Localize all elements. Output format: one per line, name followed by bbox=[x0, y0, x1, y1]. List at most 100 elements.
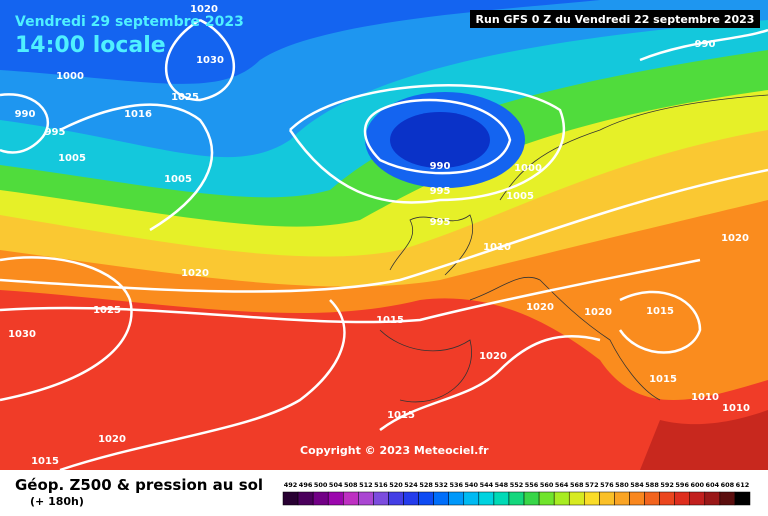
isobar bbox=[0, 258, 701, 324]
colorbar-cell bbox=[644, 491, 660, 506]
colorbar-label: 600 bbox=[690, 481, 704, 489]
colorbar: 492 496 500 504 508 512 516 520 524 528 532 536 540 5… bbox=[282, 481, 751, 506]
isobar-label: 1015 bbox=[649, 374, 677, 385]
colorbar-label: 516 bbox=[374, 481, 388, 489]
colorbar-label: 556 bbox=[525, 481, 539, 489]
colorbar-label: 528 bbox=[419, 481, 433, 489]
isobar-label: 1000 bbox=[56, 71, 84, 82]
isobar bbox=[288, 84, 566, 204]
colorbar-label: 572 bbox=[585, 481, 599, 489]
isobar-label: 1010 bbox=[483, 242, 511, 253]
colorbar-cell bbox=[297, 491, 314, 506]
colorbar-cell bbox=[448, 491, 465, 506]
isobar-label: 995 bbox=[45, 127, 66, 138]
run-info: Run GFS 0 Z du Vendredi 22 septembre 202… bbox=[476, 13, 755, 26]
colorbar-cell bbox=[659, 491, 675, 506]
isobar-label: 990 bbox=[695, 39, 716, 50]
colorbar-cell bbox=[463, 491, 480, 506]
colorbar-label: 520 bbox=[389, 481, 403, 489]
colorbar-cell bbox=[418, 491, 434, 506]
low-core bbox=[390, 112, 490, 168]
forecast-time: 14:00 locale bbox=[15, 33, 166, 58]
isobar-label: 1016 bbox=[124, 109, 152, 120]
isobar-label: 1005 bbox=[164, 174, 192, 185]
isobar-label: 1020 bbox=[526, 302, 554, 313]
isobar-label: 1020 bbox=[584, 307, 612, 318]
colorbar-label: 540 bbox=[465, 481, 479, 489]
isobar bbox=[164, 18, 236, 102]
isobar-label: 1010 bbox=[691, 392, 719, 403]
colorbar-cell bbox=[629, 491, 645, 506]
isobar bbox=[363, 98, 512, 175]
isobar-label: 1020 bbox=[190, 4, 218, 15]
colorbar-label: 576 bbox=[600, 481, 614, 489]
colorbar-label: 508 bbox=[344, 481, 358, 489]
isobar bbox=[379, 335, 601, 432]
colorbar-cell bbox=[614, 491, 630, 506]
colorbar-cell bbox=[553, 491, 570, 506]
colorbar-cell bbox=[689, 491, 706, 506]
isobar bbox=[0, 256, 133, 402]
colorbar-label: 604 bbox=[706, 481, 720, 489]
colorbar-cell bbox=[433, 491, 449, 506]
isobar-label: 1025 bbox=[171, 92, 199, 103]
isobar-label: 1020 bbox=[721, 233, 749, 244]
isobar-label: 1015 bbox=[646, 306, 674, 317]
colorbar-label: 608 bbox=[721, 481, 735, 489]
colorbar-label: 544 bbox=[480, 481, 494, 489]
colorbar-label: 552 bbox=[510, 481, 524, 489]
isobar bbox=[59, 299, 346, 472]
colorbar-cell bbox=[478, 491, 495, 506]
colorbar-cell bbox=[523, 491, 540, 506]
colorbar-label: 492 bbox=[284, 481, 298, 489]
colorbar-cell bbox=[373, 491, 389, 506]
isobar-label: 1030 bbox=[8, 329, 36, 340]
colorbar-cell bbox=[403, 491, 419, 506]
isobar-label: 1000 bbox=[514, 163, 542, 174]
colorbar-cell bbox=[388, 491, 404, 506]
colorbar-cell bbox=[312, 491, 329, 506]
colorbar-label: 596 bbox=[675, 481, 689, 489]
colorbar-cell bbox=[704, 491, 721, 506]
colorbar-label: 568 bbox=[570, 481, 584, 489]
colorbar-label: 512 bbox=[359, 481, 373, 489]
footer-subtitle: (+ 180h) bbox=[30, 495, 84, 508]
isobar bbox=[0, 168, 768, 293]
colorbar-cell bbox=[538, 491, 555, 506]
colorbar-label: 560 bbox=[540, 481, 554, 489]
isobar-label: 1020 bbox=[98, 434, 126, 445]
colorbar-cell bbox=[584, 491, 600, 506]
colorbar-cell bbox=[343, 491, 359, 506]
copyright: Copyright © 2023 Meteociel.fr bbox=[300, 444, 489, 457]
isobar-label: 1030 bbox=[196, 55, 224, 66]
colorbar-cell bbox=[674, 491, 690, 506]
colorbar-cell bbox=[327, 491, 344, 506]
colorbar-label: 548 bbox=[495, 481, 509, 489]
isobar-label: 1010 bbox=[722, 403, 750, 414]
coastline bbox=[379, 94, 768, 403]
colorbar-label: 592 bbox=[660, 481, 674, 489]
colorbar-cell bbox=[508, 491, 525, 506]
isobar-label: 1005 bbox=[506, 191, 534, 202]
isobar-label: 995 bbox=[430, 217, 451, 228]
colorbar-cell bbox=[358, 491, 374, 506]
colorbar-label: 580 bbox=[615, 481, 629, 489]
colorbar-cell bbox=[493, 491, 510, 506]
isobar-label: 1015 bbox=[31, 456, 59, 467]
isobar-label: 1015 bbox=[387, 410, 415, 421]
colorbar-label: 500 bbox=[314, 481, 328, 489]
colorbar-label: 496 bbox=[299, 481, 313, 489]
colorbar-label: 612 bbox=[736, 481, 750, 489]
colorbar-label: 588 bbox=[645, 481, 659, 489]
isobar bbox=[639, 28, 768, 62]
isobar bbox=[0, 93, 50, 154]
isobar-label: 1005 bbox=[58, 153, 86, 164]
colorbar-label: 564 bbox=[555, 481, 569, 489]
colorbar-label: 504 bbox=[329, 481, 343, 489]
forecast-date: Vendredi 29 septembre 2023 bbox=[15, 14, 244, 30]
isobar-label: 1020 bbox=[181, 268, 209, 279]
colorbar-label: 584 bbox=[630, 481, 644, 489]
run-box bbox=[470, 10, 760, 28]
